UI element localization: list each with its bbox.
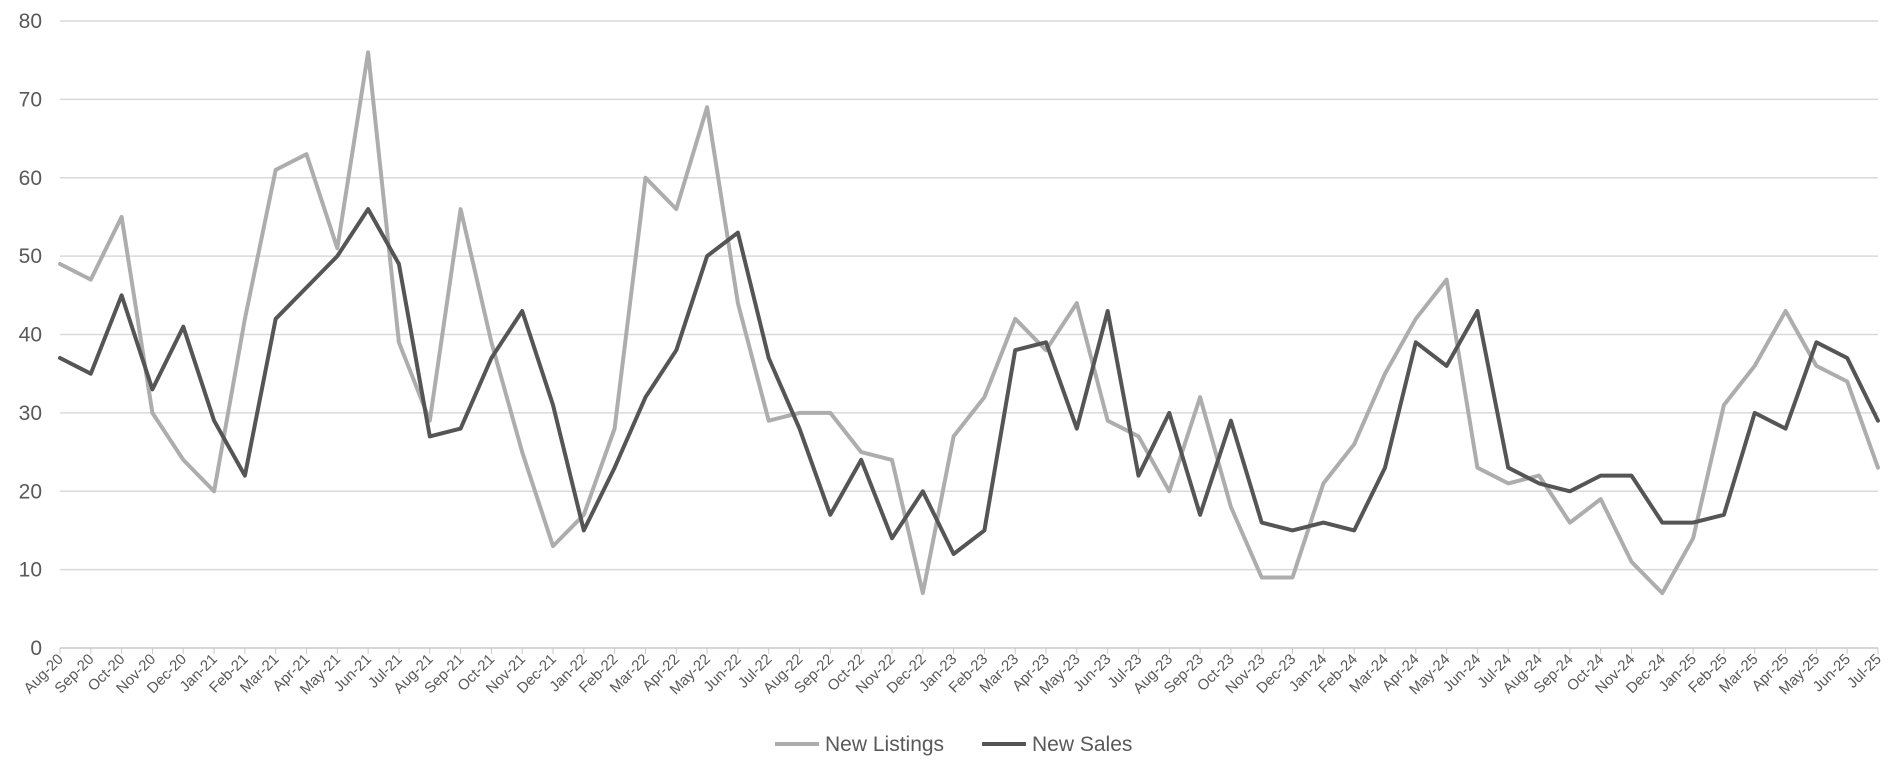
y-tick-label: 50 bbox=[19, 245, 42, 268]
series-lines bbox=[58, 50, 1880, 596]
series-line-new-sales bbox=[58, 207, 1880, 556]
y-tick-label: 40 bbox=[19, 324, 42, 347]
series-line-new-listings bbox=[58, 50, 1880, 596]
y-tick-label: 30 bbox=[19, 402, 42, 425]
legend: New Listings New Sales bbox=[775, 733, 1132, 756]
y-tick-label: 20 bbox=[19, 480, 42, 503]
y-tick-label: 10 bbox=[19, 559, 42, 582]
y-tick-label: 80 bbox=[19, 10, 42, 33]
y-axis-ticks: 0 10 20 30 40 50 60 70 80 bbox=[19, 10, 42, 660]
x-axis-ticks: Aug-20Sep-20Oct-20Nov-20Dec-20Jan-21Feb-… bbox=[21, 648, 1885, 698]
x-tick-label: Jul-25 bbox=[1844, 651, 1885, 692]
legend-label: New Listings bbox=[825, 733, 944, 756]
legend-label: New Sales bbox=[1032, 733, 1132, 756]
y-tick-label: 0 bbox=[30, 637, 42, 660]
y-tick-label: 60 bbox=[19, 167, 42, 190]
y-tick-label: 70 bbox=[19, 88, 42, 111]
gridlines bbox=[60, 20, 1878, 649]
